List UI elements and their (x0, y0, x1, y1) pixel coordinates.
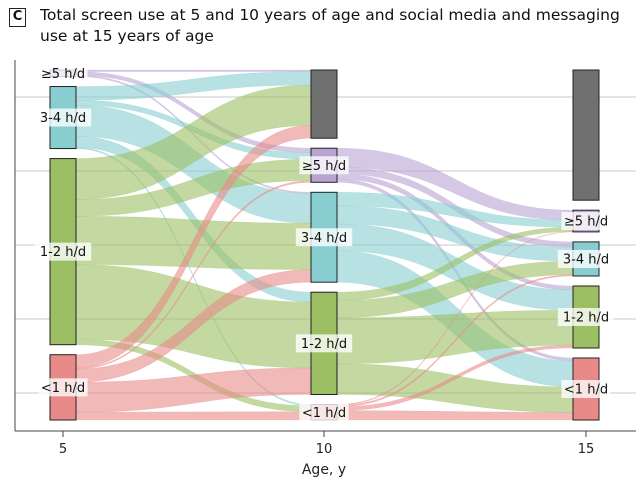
node-label: <1 h/d (564, 383, 608, 398)
node-label: 1-2 h/d (563, 311, 609, 326)
node-label-bg (299, 156, 349, 175)
x-axis-label: Age, y (302, 462, 346, 478)
x-tick-label: 15 (578, 442, 595, 457)
node-label-bg (34, 242, 92, 261)
flow-band (75, 69, 312, 72)
node-label-bg (557, 249, 615, 268)
node-label: <1 h/d (41, 381, 85, 396)
x-axis: 5 10 15 Age, y (59, 431, 594, 478)
node-label: ≥5 h/d (302, 159, 346, 174)
flow-band (336, 410, 574, 421)
node-label: 1-2 h/d (40, 245, 86, 260)
stage-node-missing (310, 69, 338, 139)
flow-bands (75, 69, 574, 421)
node-label-bg (38, 64, 88, 83)
panel-letter: C (9, 8, 26, 27)
chart-title: Total screen use at 5 and 10 years of ag… (40, 6, 620, 45)
node-label-bg (561, 380, 611, 398)
node-label-bg (34, 108, 92, 127)
node-label-bg (299, 403, 349, 422)
node-label-bg (561, 212, 611, 231)
flow-band (75, 411, 312, 421)
node-label: 3-4 h/d (40, 111, 86, 126)
node-label-bg (295, 228, 353, 247)
stage-nodes: ≥5 h/d 3-4 h/d 1-2 h/d <1 h/d ≥5 h/d 3-4 h/d 1… (34, 64, 615, 422)
node-label-bg (557, 308, 615, 326)
stage-node-missing (572, 69, 600, 201)
node-label: ≥5 h/d (41, 67, 85, 82)
node-label: 3-4 h/d (563, 252, 609, 267)
node-label: 3-4 h/d (301, 231, 347, 246)
x-tick-label: 5 (59, 442, 67, 457)
node-label: <1 h/d (302, 406, 346, 421)
node-label-bg (38, 378, 88, 397)
x-tick-label: 10 (316, 442, 333, 457)
node-label-bg (295, 334, 353, 353)
node-label: 1-2 h/d (301, 337, 347, 352)
node-label: ≥5 h/d (564, 215, 608, 230)
